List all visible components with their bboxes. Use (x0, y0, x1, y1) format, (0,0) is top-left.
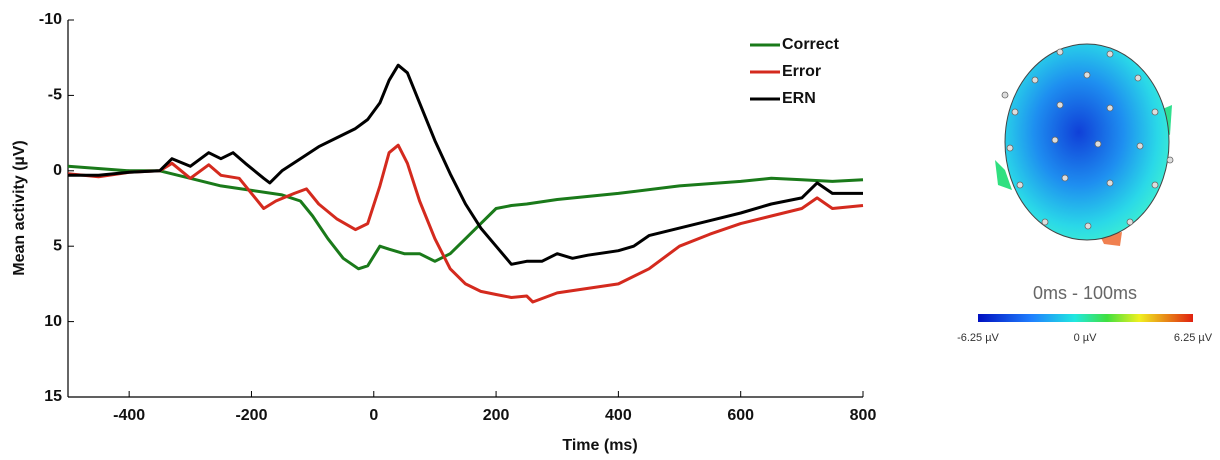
y-tick-label: -10 (39, 11, 62, 28)
x-tick-label: -400 (113, 407, 145, 424)
series-line (68, 63, 863, 266)
colorbar (978, 314, 1193, 322)
y-axis-label: Mean activity (µV) (11, 140, 28, 275)
topomap-title: 0ms - 100ms (1033, 283, 1137, 303)
colorbar-label: 6.25 µV (1174, 332, 1213, 344)
topomap: 0ms - 100ms -6.25 µV 0 µV 6.25 µV (957, 43, 1213, 344)
x-tick-label: 200 (483, 407, 510, 424)
y-tick-label: 0 (53, 162, 62, 179)
legend-label: Correct (782, 36, 840, 53)
legend-label: ERN (782, 90, 816, 107)
x-tick-label: 400 (605, 407, 632, 424)
plot: -10 -5 0 5 10 15 -400 -200 0 200 400 600 800 Correct E… (39, 11, 877, 424)
head (1004, 43, 1170, 241)
x-tick-label: 800 (850, 407, 877, 424)
electrodes (1001, 48, 1174, 230)
series-line (67, 143, 864, 304)
y-tick-label: -5 (48, 87, 62, 104)
colorbar-label: -6.25 µV (957, 332, 999, 344)
series-line (67, 164, 864, 271)
x-tick-label: 0 (369, 407, 378, 424)
x-tick-label: 600 (727, 407, 754, 424)
x-tick-label: -200 (235, 407, 267, 424)
colorbar-label: 0 µV (1074, 332, 1098, 344)
legend-label: Error (782, 63, 821, 80)
y-tick-label: 10 (44, 313, 62, 330)
x-axis-label: Time (ms) (562, 437, 637, 454)
ear (995, 160, 1012, 190)
y-tick-label: 15 (44, 388, 62, 405)
y-tick-label: 5 (53, 237, 62, 254)
